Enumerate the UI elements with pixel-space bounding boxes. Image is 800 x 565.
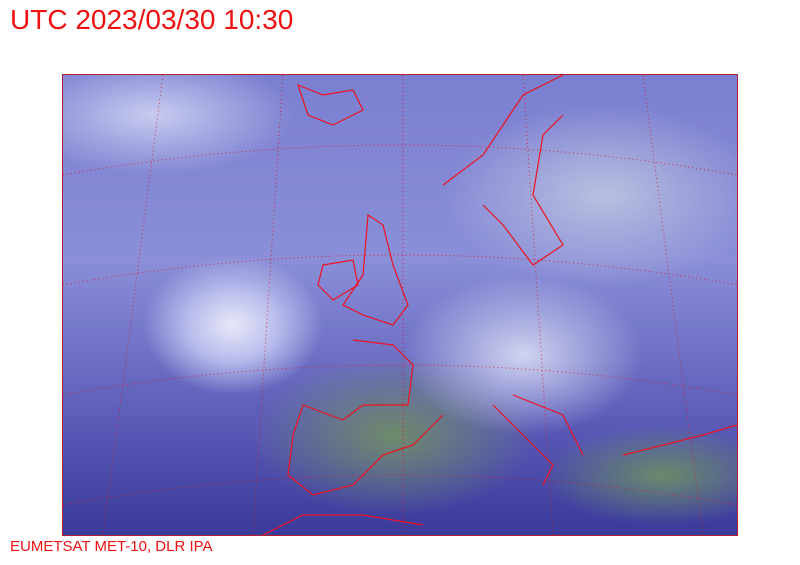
image-credit: EUMETSAT MET-10, DLR IPA [10,538,213,555]
coastline-overlay [63,75,737,535]
britain-coast [342,213,409,326]
north-africa-coast [262,514,424,535]
ireland-coast [317,259,359,301]
satellite-image [62,74,738,536]
coastlines [262,75,737,535]
turkey-coast [622,424,737,456]
scandinavia-coast [442,75,564,266]
iberia-france-coast [287,339,444,496]
timestamp-title: UTC 2023/03/30 10:30 [10,4,294,35]
italy-coast [492,394,584,486]
iceland-coast [297,83,364,126]
graticule [63,75,737,535]
